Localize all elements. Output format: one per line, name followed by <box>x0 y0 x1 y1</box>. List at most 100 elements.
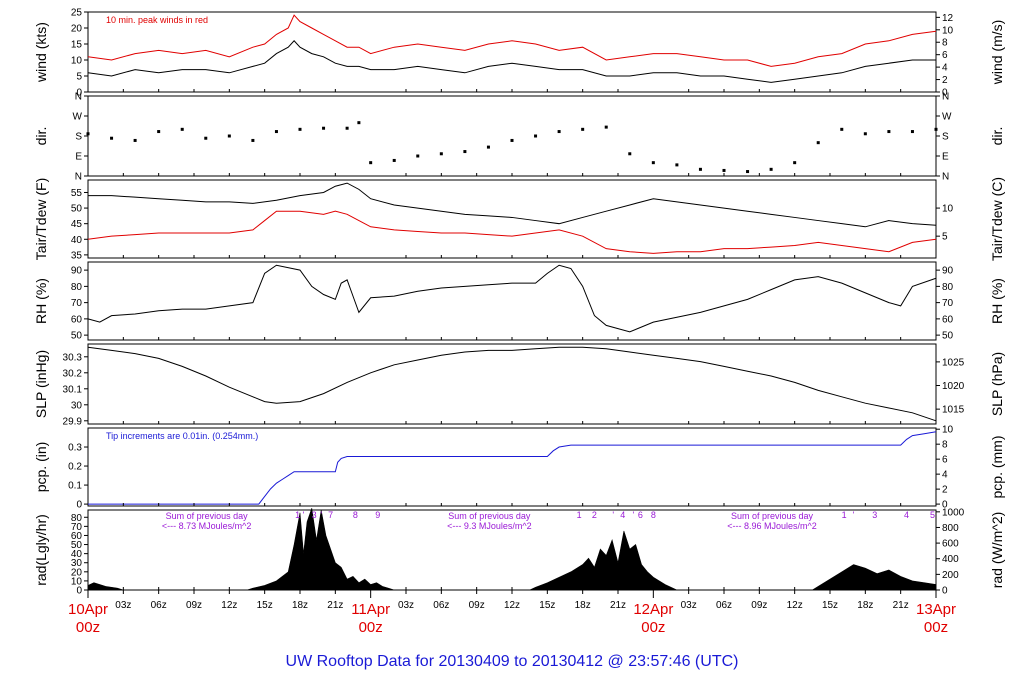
data-point <box>934 127 938 131</box>
marker-label: 4 <box>620 510 625 520</box>
data-point <box>746 170 750 174</box>
data-point <box>581 127 585 131</box>
data-point <box>675 163 679 167</box>
y-tick-label: W <box>73 112 83 123</box>
x-tick-label: 18z <box>857 600 873 611</box>
y-tick-label: 20 <box>71 567 83 578</box>
marker-label: 3 <box>312 510 317 520</box>
y-tick-label-right: 10 <box>942 425 954 436</box>
y-axis-title-right: rad (W/m^2) <box>989 512 1005 589</box>
y-tick-label: 0 <box>76 88 82 99</box>
annotation-pcp: Tip increments are 0.01in. (0.254mm.) <box>106 431 258 441</box>
radiation-sum-value: <--- 8.96 MJoules/m^2 <box>727 521 817 531</box>
panel-rh: 50 60 70 80 90 50 60 70 80 90 RH (%) RH (%) <box>33 261 1005 342</box>
y-axis-title-right: RH (%) <box>989 278 1005 324</box>
y-tick-label-right: 8 <box>942 440 948 451</box>
y-tick-label: 35 <box>71 250 83 261</box>
y-tick-label-right: 60 <box>942 314 954 325</box>
data-point <box>204 136 208 140</box>
y-tick-label-right: 400 <box>942 554 959 565</box>
y-tick-label: 70 <box>71 298 83 309</box>
marker-label: ' <box>320 510 322 520</box>
y-tick-label-right: S <box>942 132 949 143</box>
x-date-label: 12Apr <box>633 601 673 618</box>
y-tick-label-right: 0 <box>942 586 948 597</box>
y-tick-label: 25 <box>71 8 83 19</box>
y-tick-label-right: 1020 <box>942 381 965 392</box>
y-tick-label-right: 2 <box>942 75 948 86</box>
y-tick-label-right: 80 <box>942 282 954 293</box>
y-tick-label: 5 <box>76 72 82 83</box>
x-date-label: 10Apr <box>68 601 108 618</box>
y-tick-label-right: N <box>942 92 949 103</box>
y-tick-label: 0.2 <box>68 462 82 473</box>
y-tick-label-right: 800 <box>942 523 959 534</box>
panel-frame <box>87 11 937 93</box>
y-tick-label-right: 6 <box>942 455 948 466</box>
data-point <box>180 127 184 131</box>
x-date-label: 13Apr <box>916 601 956 618</box>
y-tick-label: 0 <box>76 500 82 511</box>
x-tick-label: 03z <box>398 600 414 611</box>
data-point <box>110 136 114 140</box>
marker-label: 2 <box>592 510 597 520</box>
y-tick-label: 40 <box>71 235 83 246</box>
marker-label: ' <box>303 510 305 520</box>
y-tick-label: S <box>75 132 82 143</box>
marker-label: 1 <box>577 510 582 520</box>
series-rad-area <box>87 508 937 591</box>
annotation-wind: 10 min. peak winds in red <box>106 15 208 25</box>
data-point <box>769 167 773 171</box>
data-point <box>463 150 467 154</box>
y-axis-title-left: dir. <box>33 127 49 146</box>
x-tick-label: 15z <box>539 600 555 611</box>
data-point <box>345 126 349 130</box>
x-tick-label: 09z <box>751 600 767 611</box>
data-point <box>722 168 726 172</box>
data-point <box>251 138 255 142</box>
x-hour-label: 00z <box>641 619 665 636</box>
y-axis-title-right: Tair/Tdew (C) <box>989 177 1005 261</box>
y-axis-title-left: RH (%) <box>33 278 49 324</box>
x-tick-label: 09z <box>186 600 202 611</box>
y-tick-label-right: W <box>942 112 952 123</box>
x-tick-label: 12z <box>504 600 520 611</box>
panel-frame <box>87 261 937 341</box>
series-temp-red <box>87 210 937 254</box>
y-tick-label-right: 2 <box>942 485 948 496</box>
time-axis: 03z 06z 09z 12z 15z 18z 21z 03z 06z 09z 12z 15z 18z 2… <box>68 590 956 636</box>
y-tick-label-right: 4 <box>942 470 948 481</box>
y-tick-label-right: 200 <box>942 570 959 581</box>
y-tick-label: 10 <box>71 56 83 67</box>
x-tick-label: 12z <box>221 600 237 611</box>
series-dir <box>86 121 938 174</box>
y-tick-label-right: 90 <box>942 266 954 277</box>
panel-frame <box>87 95 937 177</box>
series-rh-black <box>87 264 937 333</box>
y-tick-label: 30.3 <box>63 352 83 363</box>
y-tick-label-right: 8 <box>942 38 948 49</box>
x-hour-label: 00z <box>924 619 948 636</box>
y-tick-label-right: 4 <box>942 63 948 74</box>
x-tick-label: 18z <box>575 600 591 611</box>
y-tick-label: 90 <box>71 266 83 277</box>
data-point <box>510 138 514 142</box>
data-point <box>392 158 396 162</box>
data-point <box>863 132 867 136</box>
x-hour-label: 00z <box>359 619 383 636</box>
marker-label: 6 <box>638 510 643 520</box>
data-point <box>910 130 914 134</box>
y-tick-label: N <box>75 172 82 183</box>
data-point <box>887 130 891 134</box>
data-point <box>534 134 538 138</box>
data-point <box>416 154 420 158</box>
x-tick-label: 06z <box>716 600 732 611</box>
x-tick-label: 06z <box>151 600 167 611</box>
y-tick-label: 30.1 <box>63 384 83 395</box>
y-tick-label-right: 70 <box>942 298 954 309</box>
